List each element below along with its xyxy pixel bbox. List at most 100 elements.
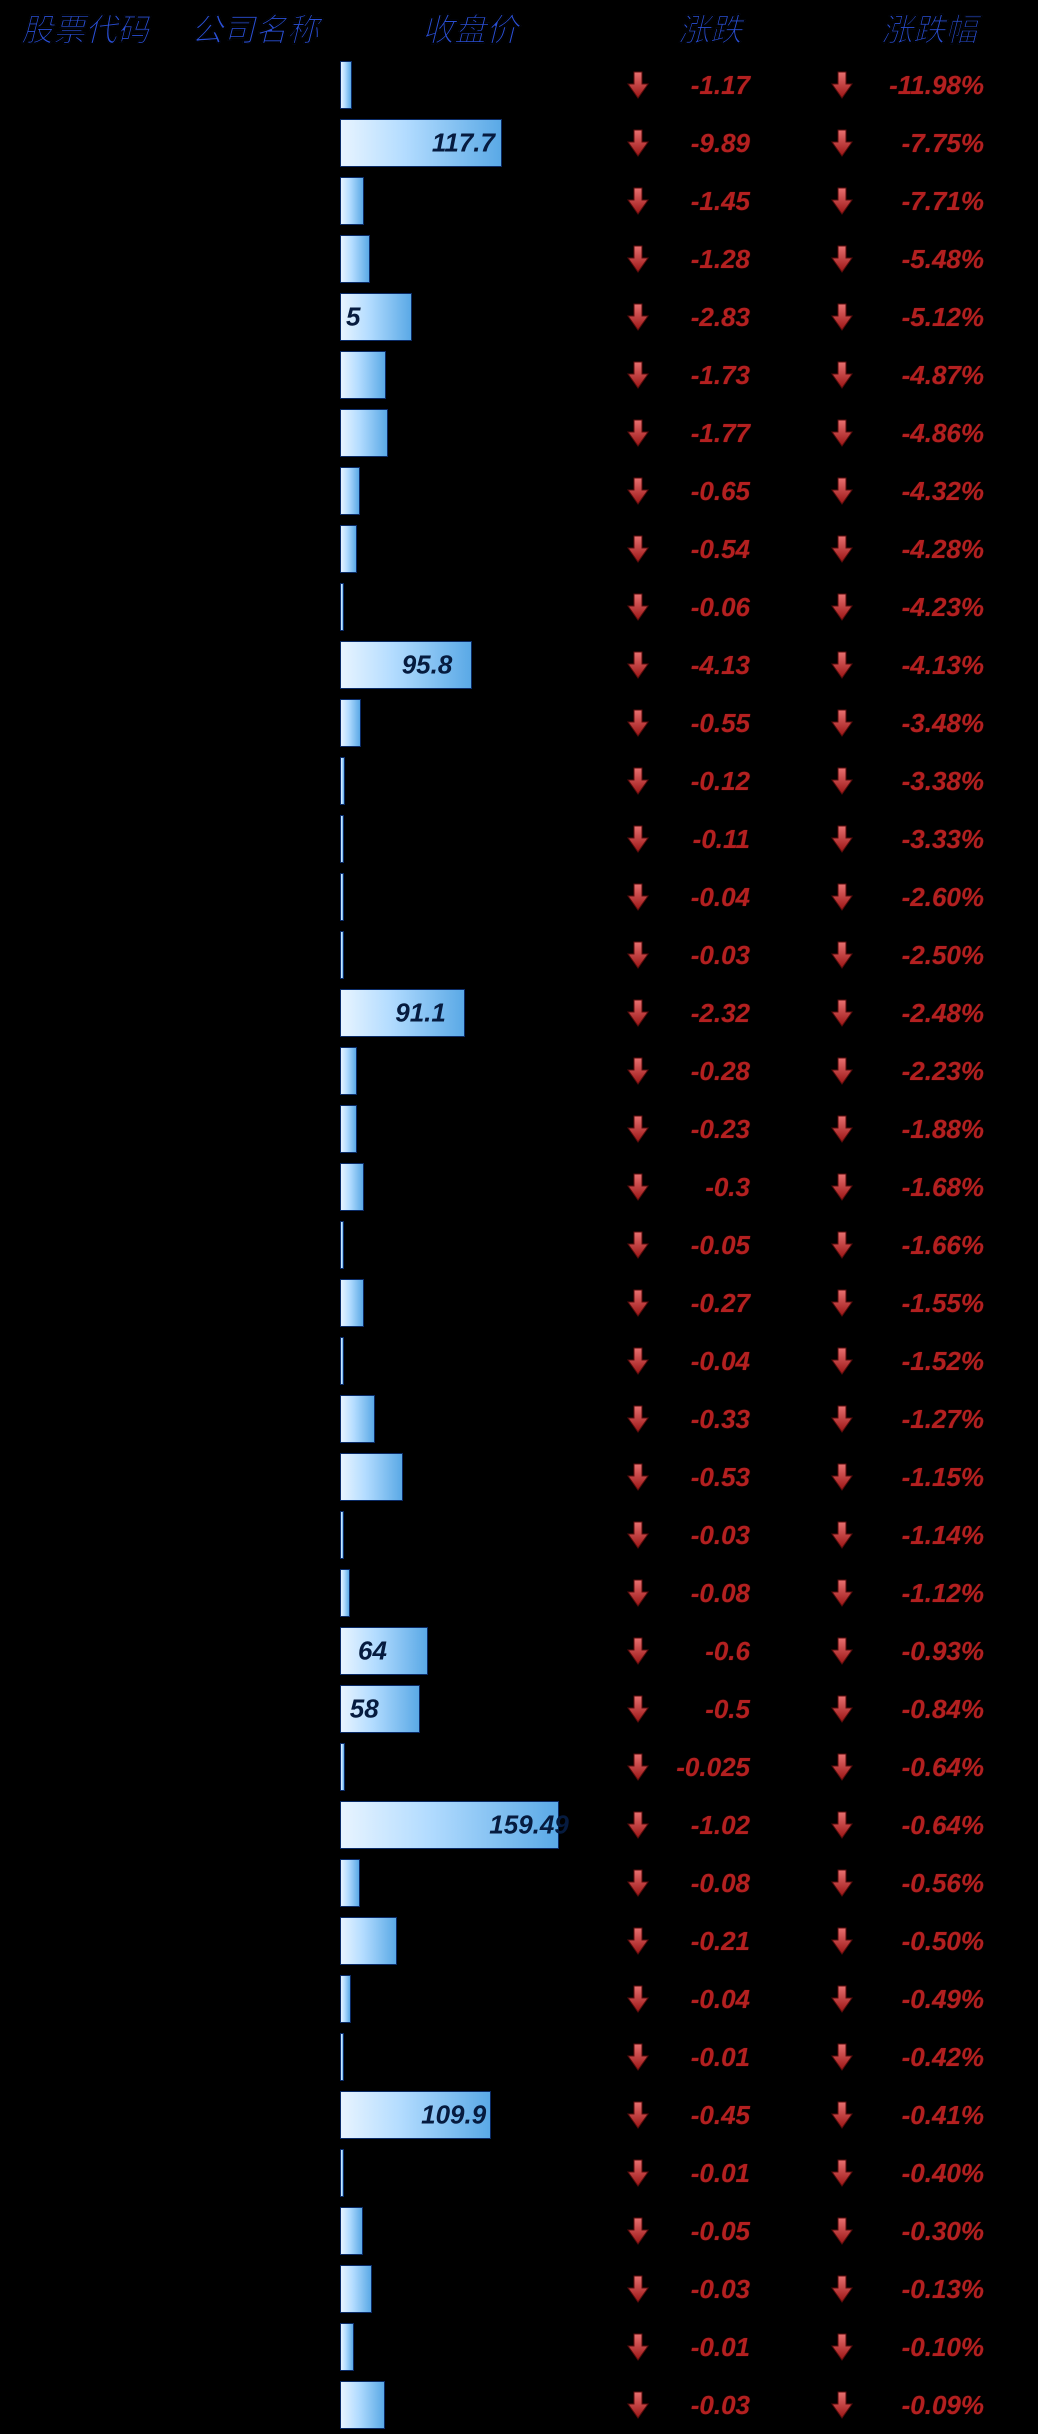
table-row: -1.17-11.98%: [0, 56, 1038, 114]
pct-value: -0.09%: [864, 2390, 984, 2421]
table-row: -0.05-1.66%: [0, 1216, 1038, 1274]
chg-value: -9.89: [660, 128, 750, 159]
down-arrow-icon: [626, 1636, 650, 1666]
cell-chg: -0.05: [600, 1216, 820, 1274]
chg-value: -1.73: [660, 360, 750, 391]
table-row: -0.03-0.13%: [0, 2260, 1038, 2318]
chg-value: -2.32: [660, 998, 750, 1029]
cell-pct: -0.84%: [820, 1680, 1038, 1738]
cell-pct: -2.50%: [820, 926, 1038, 984]
cell-pct: -1.88%: [820, 1100, 1038, 1158]
down-arrow-icon: [830, 1288, 854, 1318]
cell-pct: -4.28%: [820, 520, 1038, 578]
close-bar: [340, 1859, 360, 1907]
close-bar-label: 64: [358, 1636, 387, 1667]
cell-close: [340, 1042, 600, 1100]
cell-chg: -0.12: [600, 752, 820, 810]
chg-value: -0.025: [660, 1752, 750, 1783]
cell-chg: -2.32: [600, 984, 820, 1042]
down-arrow-icon: [626, 1984, 650, 2014]
down-arrow-icon: [830, 476, 854, 506]
pct-value: -1.12%: [864, 1578, 984, 1609]
chg-value: -1.45: [660, 186, 750, 217]
down-arrow-icon: [830, 1636, 854, 1666]
cell-pct: -2.60%: [820, 868, 1038, 926]
chg-value: -0.11: [660, 824, 750, 855]
pct-value: -3.38%: [864, 766, 984, 797]
down-arrow-icon: [626, 1346, 650, 1376]
table-row: -1.28-5.48%: [0, 230, 1038, 288]
table-row: -0.65-4.32%: [0, 462, 1038, 520]
down-arrow-icon: [830, 1752, 854, 1782]
cell-close: 5: [340, 288, 600, 346]
cell-pct: -0.50%: [820, 1912, 1038, 1970]
down-arrow-icon: [626, 2390, 650, 2420]
cell-pct: -0.49%: [820, 1970, 1038, 2028]
cell-close: 58: [340, 1680, 600, 1738]
chg-value: -0.23: [660, 1114, 750, 1145]
cell-pct: -4.86%: [820, 404, 1038, 462]
cell-chg: -1.02: [600, 1796, 820, 1854]
cell-chg: -0.3: [600, 1158, 820, 1216]
table-row: -0.28-2.23%: [0, 1042, 1038, 1100]
table-row: -0.54-4.28%: [0, 520, 1038, 578]
cell-chg: -0.01: [600, 2028, 820, 2086]
chg-value: -2.83: [660, 302, 750, 333]
cell-chg: -0.45: [600, 2086, 820, 2144]
table-row: -0.03-1.14%: [0, 1506, 1038, 1564]
cell-pct: -4.23%: [820, 578, 1038, 636]
down-arrow-icon: [830, 1810, 854, 1840]
table-row: -0.53-1.15%: [0, 1448, 1038, 1506]
down-arrow-icon: [830, 998, 854, 1028]
cell-chg: -1.73: [600, 346, 820, 404]
cell-chg: -0.04: [600, 868, 820, 926]
down-arrow-icon: [830, 360, 854, 390]
down-arrow-icon: [830, 2390, 854, 2420]
close-bar: [340, 1105, 357, 1153]
down-arrow-icon: [830, 186, 854, 216]
cell-chg: -0.03: [600, 2260, 820, 2318]
down-arrow-icon: [830, 1404, 854, 1434]
pct-value: -5.48%: [864, 244, 984, 275]
down-arrow-icon: [830, 766, 854, 796]
cell-pct: -0.64%: [820, 1796, 1038, 1854]
table-row: -0.08-0.56%: [0, 1854, 1038, 1912]
cell-close: [340, 1912, 600, 1970]
down-arrow-icon: [830, 1172, 854, 1202]
down-arrow-icon: [830, 1114, 854, 1144]
down-arrow-icon: [626, 186, 650, 216]
chg-value: -0.04: [660, 1346, 750, 1377]
cell-close: [340, 2318, 600, 2376]
cell-chg: -0.04: [600, 1970, 820, 2028]
table-row: -1.77-4.86%: [0, 404, 1038, 462]
cell-chg: -0.01: [600, 2144, 820, 2202]
table-row: -0.03 -0.09%: [0, 2376, 1038, 2434]
cell-close: [340, 346, 600, 404]
pct-value: -1.55%: [864, 1288, 984, 1319]
close-bar-label: 58: [350, 1694, 379, 1725]
close-bar: [340, 61, 352, 109]
pct-value: -0.56%: [864, 1868, 984, 1899]
close-bar: [340, 525, 357, 573]
cell-close: [340, 2202, 600, 2260]
close-bar: [340, 1163, 364, 1211]
down-arrow-icon: [830, 708, 854, 738]
hdr-pct: 涨跌幅: [820, 5, 1038, 51]
down-arrow-icon: [830, 534, 854, 564]
cell-chg: -0.28: [600, 1042, 820, 1100]
pct-value: -1.15%: [864, 1462, 984, 1493]
cell-pct: -4.32%: [820, 462, 1038, 520]
cell-close: [340, 1448, 600, 1506]
cell-pct: -5.48%: [820, 230, 1038, 288]
close-bar: [340, 1917, 397, 1965]
down-arrow-icon: [626, 1810, 650, 1840]
cell-pct: -1.66%: [820, 1216, 1038, 1274]
pct-value: -4.13%: [864, 650, 984, 681]
close-bar: [340, 235, 370, 283]
pct-value: -3.33%: [864, 824, 984, 855]
chg-value: -0.03: [660, 1520, 750, 1551]
table-row: -0.01-0.10%: [0, 2318, 1038, 2376]
cell-pct: -0.10%: [820, 2318, 1038, 2376]
cell-chg: -0.03: [600, 2376, 820, 2434]
close-bar: [340, 1395, 375, 1443]
